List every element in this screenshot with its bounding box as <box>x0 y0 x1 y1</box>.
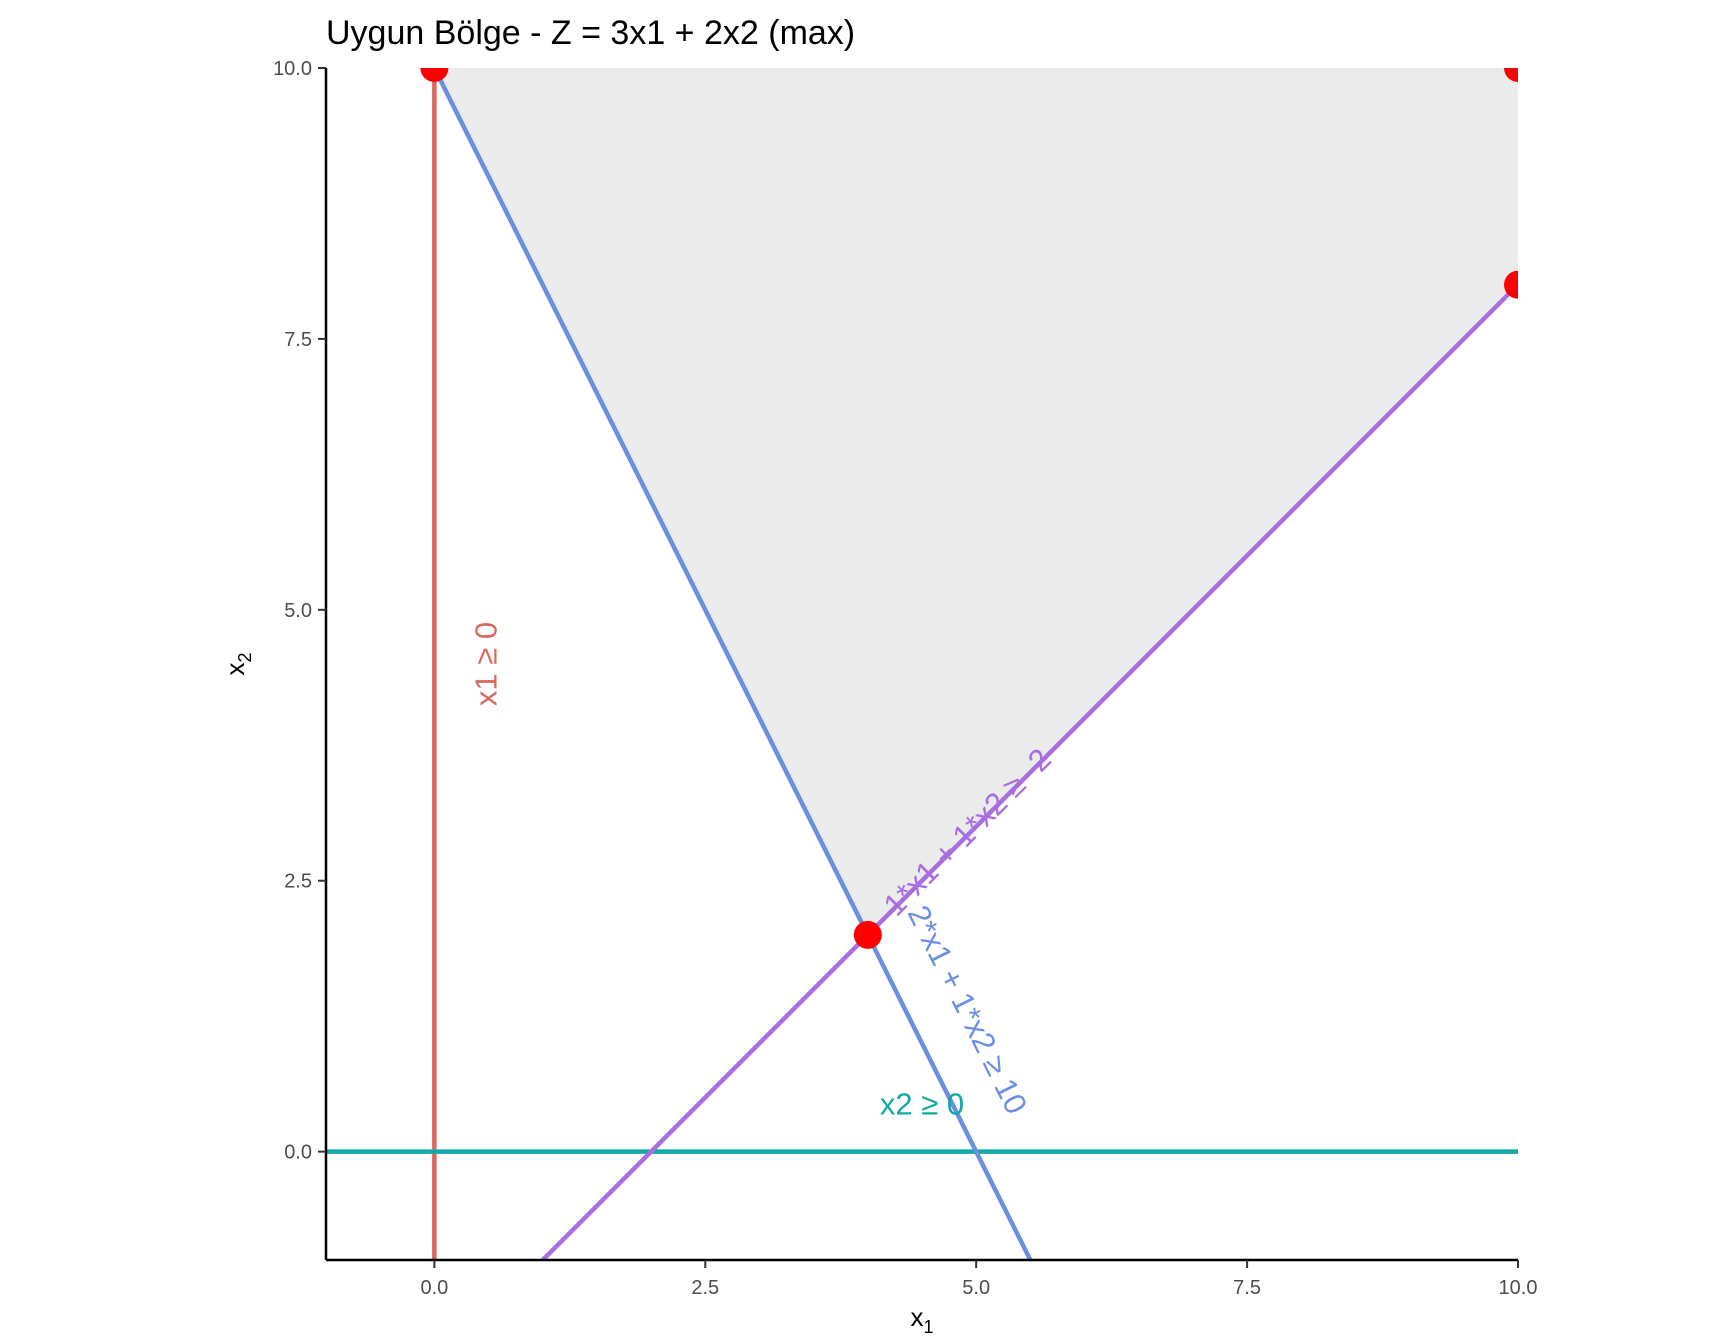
x-tick-label: 2.5 <box>691 1277 719 1299</box>
constraint-label-2: x2 ≥ 0 <box>880 1086 964 1121</box>
y-tick-label: 0.0 <box>284 1142 312 1164</box>
x-axis-ticks: 0.0 2.5 5.0 7.5 10.0 <box>420 1260 1537 1299</box>
vertex-point-1 <box>420 68 449 82</box>
constraint-lines <box>326 68 1518 1260</box>
x-axis-title-subscript: 1 <box>923 1317 933 1337</box>
chart-title: Uygun Bölge - Z = 3x1 + 2x2 (max) <box>326 14 855 52</box>
x-tick-label: 7.5 <box>1233 1277 1261 1299</box>
y-axis-ticks: 0.0 2.5 5.0 7.5 10.0 <box>273 58 326 1164</box>
x-tick-label: 0.0 <box>420 1277 448 1299</box>
constraint-line-3 <box>541 283 1518 1260</box>
y-tick-label: 2.5 <box>284 871 312 893</box>
y-axis-title: x2 <box>220 652 255 675</box>
y-tick-label: 10.0 <box>273 58 312 80</box>
vertex-point-2 <box>1504 68 1518 82</box>
x-tick-label: 5.0 <box>962 1277 990 1299</box>
y-tick-label: 5.0 <box>284 600 312 622</box>
x-axis-title: x1 <box>910 1302 933 1337</box>
x-tick-label: 10.0 <box>1499 1277 1538 1299</box>
vertex-point-3 <box>1504 270 1518 299</box>
feasible-region <box>434 68 1518 935</box>
plot-area <box>326 68 1518 1260</box>
constraint-line-4 <box>432 68 1033 1260</box>
x-axis-title-text: x <box>910 1302 923 1332</box>
y-axis-title-subscript: 2 <box>235 652 255 662</box>
constraint-label-1: x1 ≥ 0 <box>469 622 504 706</box>
y-tick-label: 7.5 <box>284 329 312 351</box>
vertex-point-4 <box>853 920 882 949</box>
vertex-points <box>420 68 1518 949</box>
y-axis-title-text: x <box>220 663 250 676</box>
